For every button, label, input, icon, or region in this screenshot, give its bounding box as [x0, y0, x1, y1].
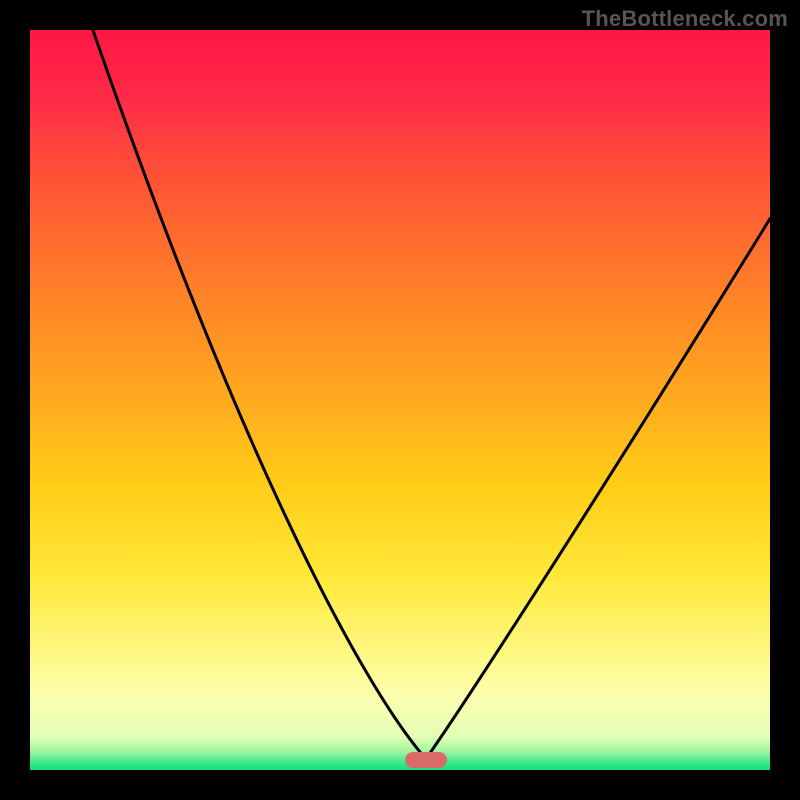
plot-area [30, 30, 770, 770]
outer-frame: TheBottleneck.com [0, 0, 800, 800]
bottleneck-curve [93, 30, 770, 759]
curve-layer [30, 30, 770, 770]
optimal-marker [405, 752, 447, 768]
watermark-text: TheBottleneck.com [582, 6, 788, 32]
